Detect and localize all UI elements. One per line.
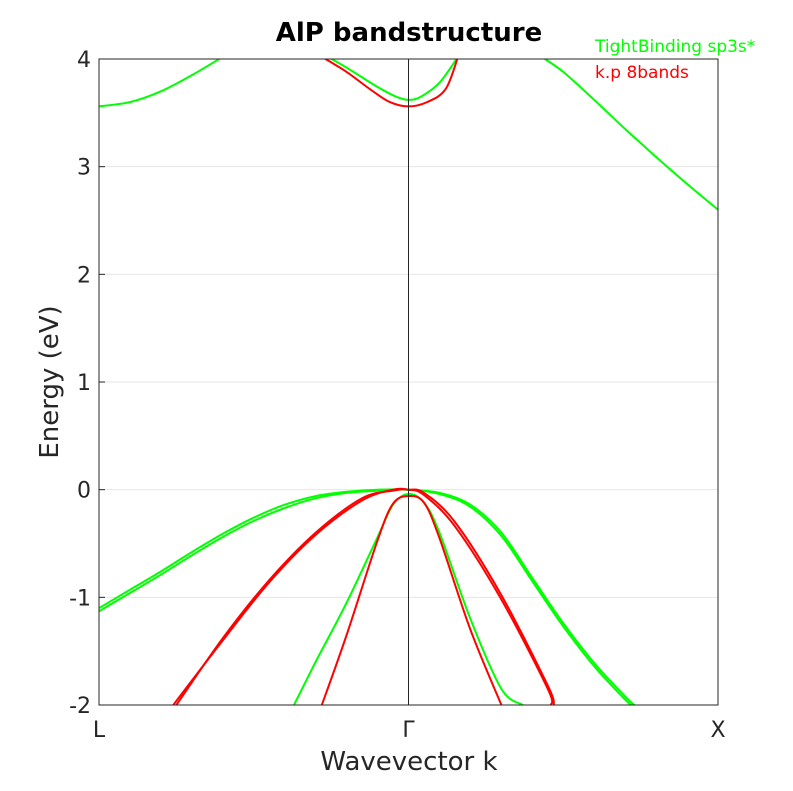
x-tick-label: Γ: [402, 718, 415, 743]
legend-entry-1: k.p 8bands: [595, 63, 689, 83]
series-1-band-2: [175, 488, 554, 705]
series-lines: [99, 59, 718, 705]
series-1-band-0: [323, 59, 459, 108]
legend: TightBinding sp3s* k.p 8bands: [594, 37, 755, 83]
y-tick-label: 4: [77, 48, 91, 73]
chart-title: AlP bandstructure: [276, 18, 542, 48]
y-axis-label: Energy (eV): [35, 305, 65, 458]
legend-entry-0: TightBinding sp3s*: [594, 37, 755, 57]
x-axis-label: Wavevector k: [320, 747, 497, 777]
tick-labels: -2 -1 0 1 2 3 4 L Γ X: [69, 48, 725, 743]
y-tick-label: 3: [77, 156, 91, 181]
x-tick-label: L: [93, 718, 106, 743]
y-tick-label: 2: [77, 263, 91, 288]
series-0-band-0: [99, 59, 222, 108]
y-tick-label: -1: [69, 586, 91, 611]
x-tick-label: X: [710, 718, 725, 743]
y-tick-label: -2: [69, 694, 91, 719]
y-tick-label: 0: [77, 479, 91, 504]
series-0-band-4: [99, 488, 632, 705]
series-0-band-1: [329, 59, 458, 101]
axes-box: [98, 58, 719, 706]
series-0-band-2: [543, 59, 718, 211]
y-tick-label: 1: [77, 371, 91, 396]
